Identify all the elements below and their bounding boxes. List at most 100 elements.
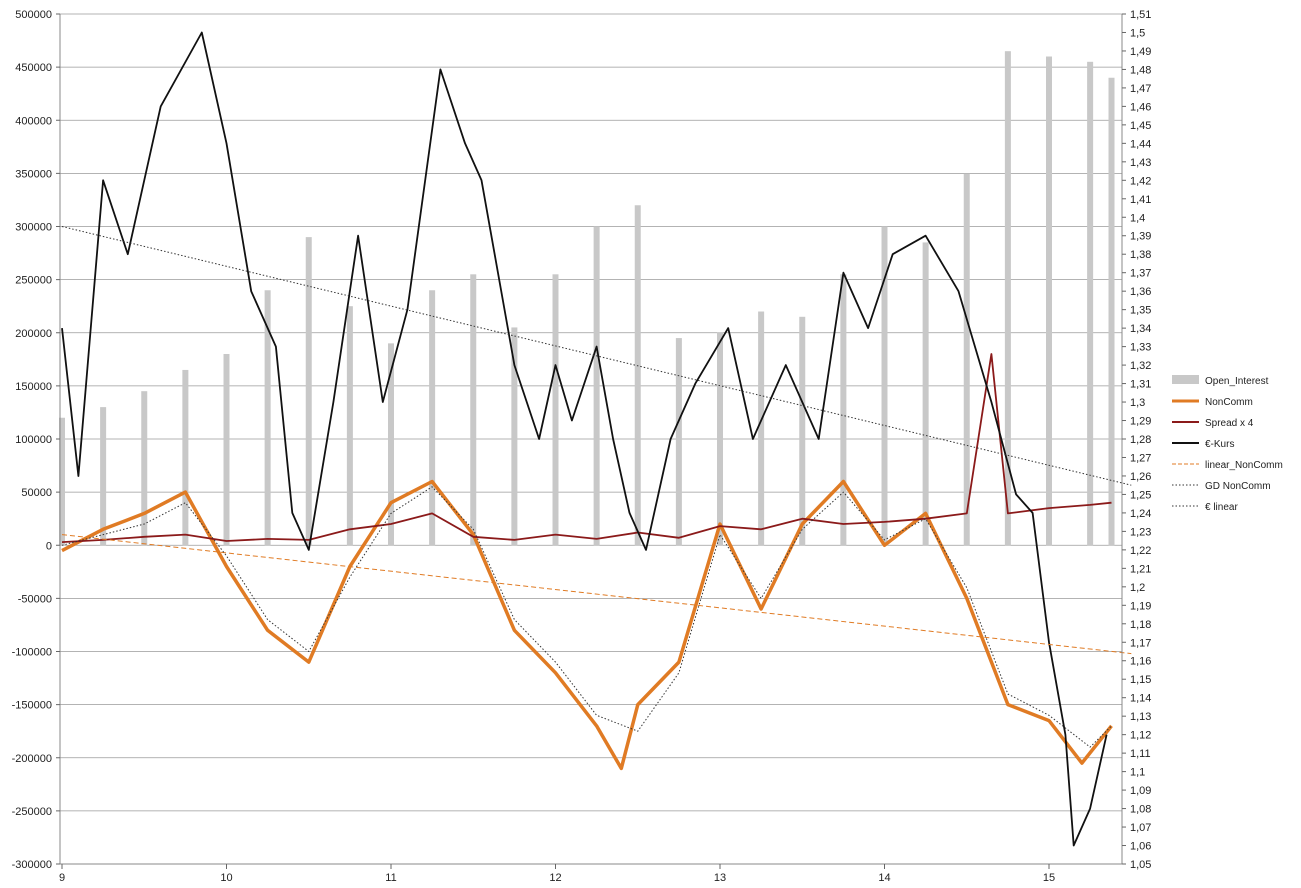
y-left-tick-label: 100000 xyxy=(15,434,52,446)
y-right-tick-label: 1,22 xyxy=(1130,545,1151,557)
y-right-tick-label: 1,36 xyxy=(1130,286,1151,298)
y-right-tick-label: 1,46 xyxy=(1130,101,1151,113)
bar-open-interest xyxy=(1046,56,1052,546)
y-axis-right-ticks: 1,51 1,5 1,49 1,48 1,47 1,46 1,45 1,44 1,43 1,42 1… xyxy=(1122,9,1151,871)
legend-label: linear_NonComm xyxy=(1205,460,1283,471)
y-right-tick-label: 1,47 xyxy=(1130,83,1151,95)
y-axis-left-ticks: 5000004500004000003500003000002500002000… xyxy=(12,9,60,871)
y-right-tick-label: 1,44 xyxy=(1130,138,1151,150)
series-line-6 xyxy=(61,226,1132,486)
y-right-tick-label: 1,35 xyxy=(1130,305,1151,317)
y-right-tick-label: 1,26 xyxy=(1130,471,1151,483)
y-right-tick-label: 1,09 xyxy=(1130,785,1151,797)
y-right-tick-label: 1,43 xyxy=(1130,157,1151,169)
y-right-tick-label: 1,5 xyxy=(1130,27,1145,39)
y-left-tick-label: -50000 xyxy=(18,593,52,605)
y-left-tick-label: -100000 xyxy=(12,647,52,659)
legend-label: Spread x 4 xyxy=(1205,418,1254,429)
x-tick-label: 13 xyxy=(714,872,726,884)
bar-open-interest xyxy=(963,173,970,546)
y-left-tick-label: -150000 xyxy=(12,700,52,712)
y-right-tick-label: 1,24 xyxy=(1130,508,1151,520)
y-right-tick-label: 1,14 xyxy=(1130,693,1151,705)
legend-label: € linear xyxy=(1205,502,1238,513)
y-right-tick-label: 1,13 xyxy=(1130,711,1151,723)
y-left-tick-label: 400000 xyxy=(15,115,52,127)
bar-open-interest xyxy=(429,290,436,546)
y-left-tick-label: -300000 xyxy=(12,859,52,871)
series-line-3 xyxy=(61,31,1108,847)
series-line-4 xyxy=(61,534,1132,655)
bar-open-interest xyxy=(799,316,806,546)
y-right-tick-label: 1,23 xyxy=(1130,526,1151,538)
series-line-1 xyxy=(61,479,1113,771)
bar-open-interest xyxy=(593,226,600,546)
bar-open-interest xyxy=(223,354,230,546)
bar-open-interest xyxy=(675,338,682,546)
y-left-tick-label: 200000 xyxy=(15,328,52,340)
bar-open-interest xyxy=(1004,51,1011,546)
y-right-tick-label: 1,16 xyxy=(1130,656,1151,668)
y-right-tick-label: 1,32 xyxy=(1130,360,1151,372)
y-right-tick-label: 1,41 xyxy=(1130,194,1151,206)
bar-open-interest xyxy=(264,290,271,546)
x-tick-label: 10 xyxy=(220,872,232,884)
bar-open-interest xyxy=(511,327,518,546)
bar-open-interest xyxy=(1087,61,1094,546)
legend-label: GD NonComm xyxy=(1205,481,1271,492)
bar-open-interest xyxy=(840,274,847,546)
y-right-tick-label: 1,38 xyxy=(1130,249,1151,261)
y-right-tick-label: 1,42 xyxy=(1130,175,1151,187)
y-left-tick-label: 500000 xyxy=(15,9,52,21)
y-left-tick-label: -200000 xyxy=(12,753,52,765)
bar-open-interest xyxy=(881,226,888,546)
y-left-tick-label: -250000 xyxy=(12,806,52,818)
bar-open-interest xyxy=(182,369,189,546)
y-left-tick-label: 350000 xyxy=(15,168,52,180)
bar-open-interest xyxy=(305,237,312,546)
y-right-tick-label: 1,31 xyxy=(1130,379,1151,391)
x-tick-label: 12 xyxy=(549,872,561,884)
legend-swatch xyxy=(1172,375,1199,384)
y-right-tick-label: 1,51 xyxy=(1130,9,1151,21)
y-left-tick-label: 250000 xyxy=(15,275,52,287)
y-right-tick-label: 1,21 xyxy=(1130,563,1151,575)
bar-open-interest xyxy=(346,306,353,546)
y-right-tick-label: 1,17 xyxy=(1130,637,1151,649)
bar-open-interest xyxy=(470,274,477,546)
x-tick-label: 9 xyxy=(59,872,65,884)
bar-open-interest xyxy=(388,343,394,546)
y-right-tick-label: 1,34 xyxy=(1130,323,1151,335)
y-right-tick-label: 1,37 xyxy=(1130,268,1151,280)
bar-open-interest xyxy=(59,417,65,546)
x-tick-label: 11 xyxy=(385,872,396,884)
y-right-tick-label: 1,1 xyxy=(1130,767,1145,779)
x-tick-label: 15 xyxy=(1043,872,1055,884)
y-left-tick-label: 150000 xyxy=(15,381,52,393)
y-right-tick-label: 1,05 xyxy=(1130,859,1151,871)
series-lines xyxy=(61,31,1132,847)
bar-open-interest xyxy=(922,242,929,546)
y-right-tick-label: 1,45 xyxy=(1130,120,1151,132)
y-left-tick-label: 300000 xyxy=(15,222,52,234)
bar-open-interest xyxy=(634,205,641,546)
bar-open-interest xyxy=(717,332,723,546)
bar-open-interest xyxy=(100,407,107,546)
y-right-tick-label: 1,11 xyxy=(1130,748,1151,760)
y-right-tick-label: 1,3 xyxy=(1130,397,1145,409)
y-left-tick-label: 50000 xyxy=(21,487,52,499)
legend-label: Open_Interest xyxy=(1205,376,1269,387)
y-right-tick-label: 1,29 xyxy=(1130,416,1151,428)
series-line-2 xyxy=(61,353,1112,543)
x-tick-label: 14 xyxy=(878,872,890,884)
y-right-tick-label: 1,15 xyxy=(1130,674,1151,686)
bar-open-interest xyxy=(141,391,148,546)
y-right-tick-label: 1,49 xyxy=(1130,46,1151,58)
bar-open-interest xyxy=(552,274,559,546)
y-right-tick-label: 1,48 xyxy=(1130,64,1151,76)
y-right-tick-label: 1,12 xyxy=(1130,730,1151,742)
y-right-tick-label: 1,33 xyxy=(1130,342,1151,354)
